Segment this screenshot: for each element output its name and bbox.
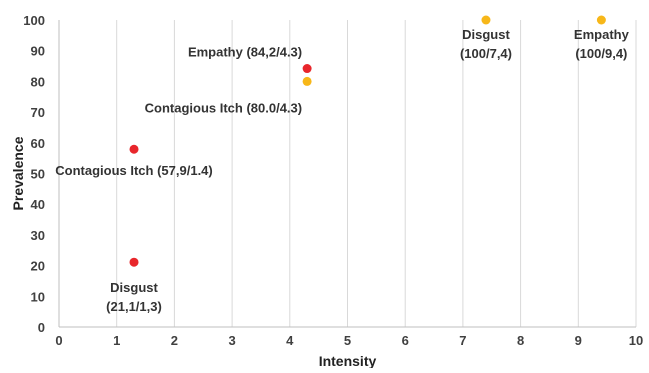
data-label: (21,1/1,3): [106, 299, 162, 314]
data-label: Empathy: [574, 27, 630, 42]
data-point-red: [129, 257, 139, 267]
data-labels: Disgust (21,1/1,3) Contagious Itch (57,9/1…: [55, 27, 629, 314]
data-label: Contagious Itch (80.0/4.3): [145, 100, 302, 115]
y-tick-label: 10: [31, 289, 45, 304]
data-label: Contagious Itch (57,9/1.4): [55, 163, 212, 178]
x-tick-label: 9: [575, 333, 582, 348]
y-tick-label: 50: [31, 167, 45, 182]
x-tick-label: 3: [228, 333, 235, 348]
y-tick-label: 30: [31, 228, 45, 243]
data-point-orange: [302, 76, 312, 86]
data-points: [129, 15, 606, 267]
data-point-red: [302, 64, 312, 74]
data-point-orange: [596, 15, 606, 25]
y-tick-label: 0: [38, 320, 45, 335]
data-point-orange: [481, 15, 491, 25]
x-tick-label: 8: [517, 333, 524, 348]
x-tick-label: 1: [113, 333, 120, 348]
x-tick-label: 10: [629, 333, 643, 348]
y-tick-label: 20: [31, 259, 45, 274]
y-tick-label: 60: [31, 136, 45, 151]
axis-layer: [58, 20, 636, 328]
x-tick-label: 0: [55, 333, 62, 348]
y-tick-label: 90: [31, 44, 45, 59]
x-tick-label: 6: [402, 333, 409, 348]
data-label: (100/9,4): [575, 46, 627, 61]
y-tick-label: 80: [31, 74, 45, 89]
x-tick-label: 4: [286, 333, 294, 348]
x-tick-label: 2: [171, 333, 178, 348]
y-tick-label: 100: [23, 13, 45, 28]
data-label: (100/7,4): [460, 46, 512, 61]
grid-layer: [116, 20, 637, 327]
y-axis-title: Prevalence: [10, 136, 26, 210]
data-label: Empathy (84,2/4.3): [188, 45, 302, 60]
y-tick-label: 40: [31, 197, 45, 212]
x-axis-title: Intensity: [319, 353, 377, 368]
data-label: Disgust: [462, 27, 510, 42]
x-tick-label: 7: [459, 333, 466, 348]
x-tick-label: 5: [344, 333, 351, 348]
y-tick-label: 70: [31, 105, 45, 120]
data-point-red: [129, 144, 139, 154]
data-label: Disgust: [110, 280, 158, 295]
